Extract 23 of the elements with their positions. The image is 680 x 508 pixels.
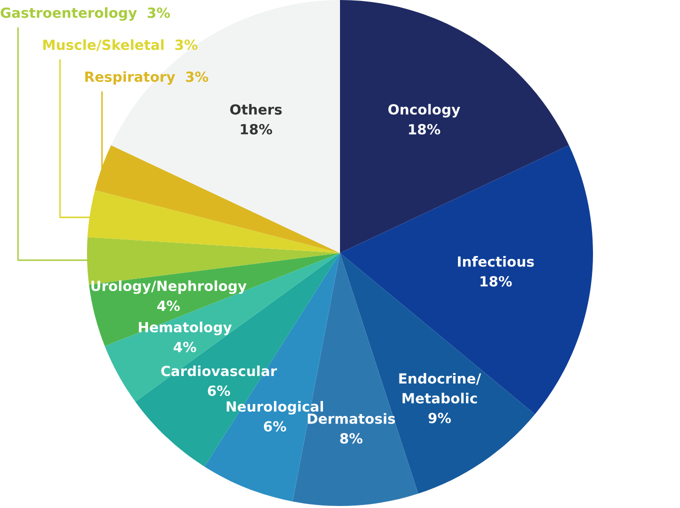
slice-label: Urology/Nephrology bbox=[91, 280, 247, 294]
slice-label: Infectious bbox=[458, 256, 534, 267]
slice-label: Endocrine/ Metabolic bbox=[399, 372, 482, 404]
slice-label: Oncology bbox=[388, 104, 460, 118]
data-label: 18% bbox=[240, 124, 272, 134]
slice-label: Others bbox=[230, 104, 282, 115]
data-label: 4% bbox=[157, 300, 180, 312]
pie-slice bbox=[340, 0, 569, 253]
data-label: 8% bbox=[340, 433, 362, 444]
data-label: 4% bbox=[174, 342, 196, 352]
data-label: 6% bbox=[264, 421, 286, 432]
slice-label: Neurological bbox=[226, 401, 323, 415]
pie-slice bbox=[340, 145, 593, 414]
slice-label: Respiratory 3% bbox=[85, 71, 208, 85]
data-label: 18% bbox=[480, 276, 512, 287]
slice-label: Muscle/Skeletal 3% bbox=[43, 39, 198, 52]
data-label: 6% bbox=[208, 386, 230, 396]
data-label: 9% bbox=[428, 412, 451, 424]
slice-label: Dermatosis bbox=[308, 413, 396, 424]
slice-label: Hematology bbox=[138, 322, 232, 336]
slice-label: Gastroenterology 3% bbox=[0, 7, 170, 21]
data-label: 18% bbox=[408, 124, 440, 135]
slice-label: Cardiovascular bbox=[161, 365, 277, 376]
